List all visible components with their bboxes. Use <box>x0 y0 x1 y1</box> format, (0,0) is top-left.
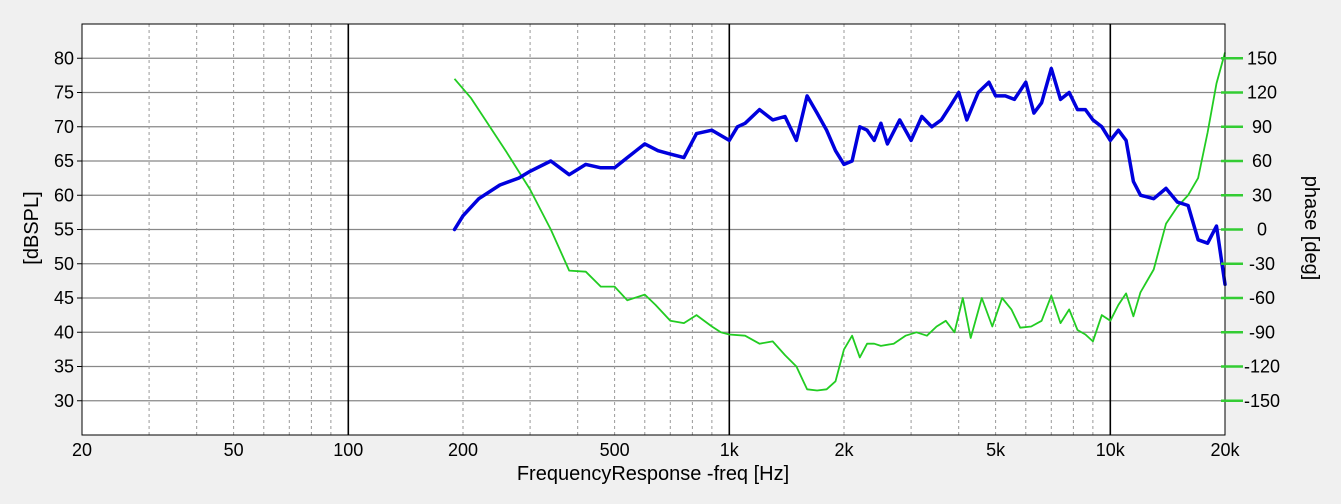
y2-tick-label: 60 <box>1252 151 1272 171</box>
x-tick-label: 500 <box>600 440 630 460</box>
y-tick-label: 40 <box>54 322 74 342</box>
y-tick-label: 35 <box>54 357 74 377</box>
x-tick-label: 20k <box>1210 440 1240 460</box>
y-tick-label: 50 <box>54 254 74 274</box>
x-tick-label: 200 <box>448 440 478 460</box>
magnitude-series-line <box>452 66 1227 287</box>
y-tick-label: 70 <box>54 117 74 137</box>
y2-tick-label: 120 <box>1247 83 1277 103</box>
y2-tick-label: -150 <box>1244 391 1280 411</box>
series-layer <box>452 52 1227 392</box>
x-tick-label: 2k <box>834 440 854 460</box>
y2-axis-label: phase [deg] <box>1300 176 1322 281</box>
y-tick-label: 45 <box>54 288 74 308</box>
y2-tick-label: -120 <box>1244 357 1280 377</box>
x-axis-label: FrequencyResponse -freq [Hz] <box>517 463 789 485</box>
y2-tick-label: -60 <box>1249 288 1275 308</box>
x-tick-label: 5k <box>986 440 1006 460</box>
y-tick-label: 80 <box>54 48 74 68</box>
x-tick-label: 1k <box>720 440 740 460</box>
x-tick-label: 50 <box>224 440 244 460</box>
y2-tick-label: -90 <box>1249 322 1275 342</box>
x-tick-label: 100 <box>333 440 363 460</box>
y2-tick-label: 90 <box>1252 117 1272 137</box>
y2-tick-label: 150 <box>1247 48 1277 68</box>
x-tick-label: 10k <box>1096 440 1126 460</box>
y2-tick-label: 30 <box>1252 185 1272 205</box>
y-tick-label: 60 <box>54 185 74 205</box>
grid-layer <box>81 24 1226 435</box>
y-tick-label: 30 <box>54 391 74 411</box>
y2-tick-label: -30 <box>1249 254 1275 274</box>
y2-tick-label: 0 <box>1257 220 1267 240</box>
y-axis-label: [dBSPL] <box>21 191 43 264</box>
y-tick-label: 65 <box>54 151 74 171</box>
y-tick-label: 75 <box>54 83 74 103</box>
phase-series-line <box>453 52 1226 392</box>
tick-layer: 20 50 100 200 500 1k 2k 5k 10k 20k 30 35 40 45 50 55 60 6… <box>54 48 1280 460</box>
y-tick-label: 55 <box>54 220 74 240</box>
x-tick-label: 20 <box>72 440 92 460</box>
